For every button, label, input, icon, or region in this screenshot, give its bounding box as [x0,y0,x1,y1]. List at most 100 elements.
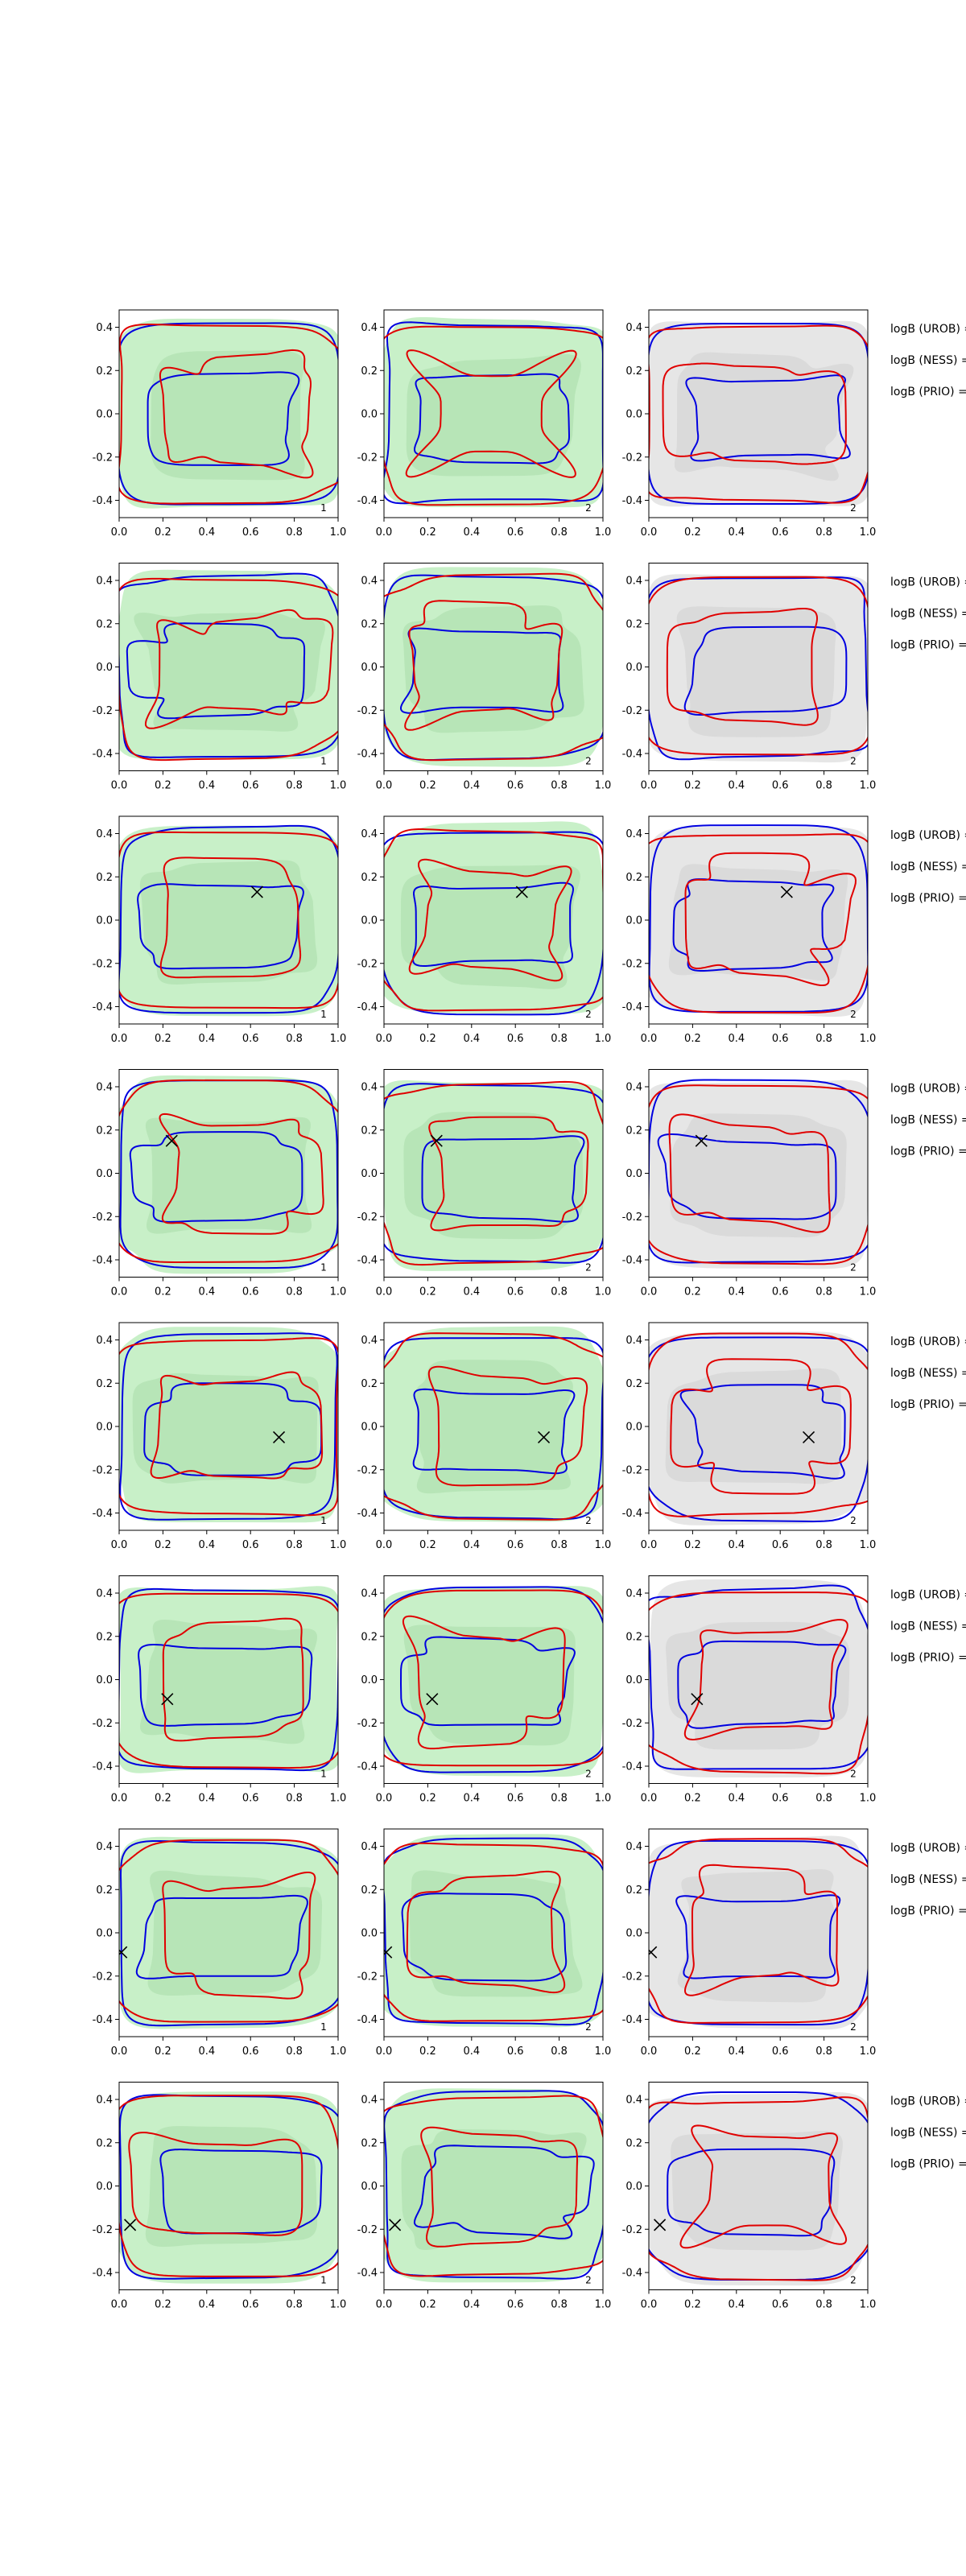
x-tick-label: 0.0 [376,526,393,539]
contour-red-outer [119,577,338,762]
x-tick-label: 1.0 [860,1286,877,1298]
x-tick-label: 0.4 [198,780,215,792]
contour-red-outer [649,1591,868,1775]
panel-plot-area [649,1579,868,1778]
panel-index-label: 2 [585,2021,592,2033]
y-tick-label: 0.4 [625,1588,642,1600]
row-annotation: logB (UROB) = [890,576,966,589]
panel-r4-c2: 0.0 0.2 0.4 0.6 0.8 1.0 0.4 0.2 0.0 -0.2 -0.4 2 [357,1069,611,1298]
y-tick-label: -0.4 [622,1761,642,1773]
contour-blue-outer [384,321,603,505]
contour-blue-outer [384,1337,603,1521]
contour-red-inner [159,1113,324,1235]
contour-red-outer [119,1337,338,1517]
x-tick-label: 0.6 [772,2299,789,2311]
x-tick-label: 0.6 [772,526,789,539]
fill-region-inner [403,1624,576,1746]
panel-index-label: 2 [585,1769,592,1780]
x-tick-label: 0.4 [463,1033,480,1045]
row-annotation: logB (NESS) = [890,1114,966,1127]
x-tick-label: 0.8 [551,1793,568,1805]
fill-region-inner [134,613,325,732]
x-tick-label: 0.8 [286,1539,303,1551]
contour-red-outer [384,1332,603,1521]
x-tick-label: 0.2 [155,1286,171,1298]
x-tick-label: 0.0 [376,1793,393,1805]
y-tick-label: 0.4 [625,1335,642,1347]
y-tick-label: 0.2 [361,618,378,630]
y-tick-label: 0.0 [96,409,113,421]
y-tick-label: 0.4 [96,1082,113,1094]
x-marker [649,1946,658,1959]
y-tick-label: 0.4 [361,1082,378,1094]
row-annotation: logB (UROB) = [890,829,966,842]
contour-blue-outer [649,2091,868,2281]
y-tick-label: 0.2 [96,1885,113,1897]
y-tick-label: 0.0 [361,1422,378,1434]
y-tick-label: -0.2 [622,1718,642,1730]
y-tick-label: -0.2 [622,705,642,717]
y-tick-label: -0.4 [622,1508,642,1520]
y-tick-label: 0.0 [361,409,378,421]
y-tick-label: -0.4 [622,2268,642,2280]
x-tick-label: 0.6 [242,780,259,792]
x-tick-label: 0.2 [155,1539,171,1551]
contour-blue-inner [401,1893,568,1982]
y-tick-label: -0.2 [357,1212,378,1224]
panel-index-label: 2 [585,502,592,514]
y-tick-label: -0.2 [93,1212,113,1224]
y-tick-label: -0.2 [93,452,113,464]
contour-red-outer [649,1332,868,1517]
y-tick-label: -0.4 [357,749,378,761]
panel-plot-area [119,318,338,509]
contour-red-outer [384,1080,603,1266]
contour-red-inner [679,2124,848,2249]
y-tick-label: -0.4 [357,495,378,507]
x-marker [250,886,263,898]
x-marker [426,1693,439,1706]
x-tick-label: 0.6 [507,1793,524,1805]
row-annotation: logB (PRIO) = [890,2158,966,2171]
contour-blue-outer [649,1336,868,1523]
contour-blue-outer [649,1079,868,1264]
x-tick-label: 1.0 [330,2299,347,2311]
row-annotation: logB (NESS) = [890,2127,966,2140]
x-tick-label: 0.8 [286,526,303,539]
x-tick-label: 0.6 [242,1793,259,1805]
contour-blue-inner [412,881,575,967]
panel-index-label: 2 [850,1009,857,1020]
x-tick-label: 0.0 [641,1793,658,1805]
fill-region-inner [403,1112,584,1240]
y-tick-label: 0.2 [361,1885,378,1897]
contour-blue-outer [649,1584,868,1770]
y-tick-label: 0.4 [96,2095,113,2107]
panel-index-label: 2 [850,1769,857,1780]
x-tick-label: 0.8 [551,1033,568,1045]
x-tick-label: 0.0 [376,1539,393,1551]
x-tick-label: 0.4 [463,2046,480,2058]
x-tick-label: 0.4 [198,2046,215,2058]
x-tick-label: 0.8 [286,1033,303,1045]
x-tick-label: 1.0 [860,526,877,539]
row-annotation: logB (NESS) = [890,608,966,621]
contour-red-inner [150,1371,324,1480]
y-tick-label: 0.2 [625,2137,642,2149]
contour-blue-outer [119,1587,338,1772]
contour-red-inner [427,1365,588,1487]
contour-red-outer [649,1838,868,2024]
x-tick-label: 1.0 [595,526,612,539]
contour-blue-inner [138,1644,313,1727]
panel-r7-c2: 0.0 0.2 0.4 0.6 0.8 1.0 0.4 0.2 0.0 -0.2 -0.4 2 [357,1828,611,2058]
panel-plot-area [384,2088,603,2283]
panel-plot-area [384,317,603,508]
row-annotation: logB (UROB) = [890,1842,966,1855]
contour-red-inner [144,609,334,729]
y-tick-label: -0.4 [357,1001,378,1013]
x-tick-label: 0.6 [242,1539,259,1551]
y-tick-label: -0.2 [622,2224,642,2236]
contour-red-outer [119,324,338,505]
contour-red-outer [384,572,603,762]
y-tick-label: -0.4 [357,1255,378,1267]
y-tick-label: 0.0 [361,1928,378,1940]
